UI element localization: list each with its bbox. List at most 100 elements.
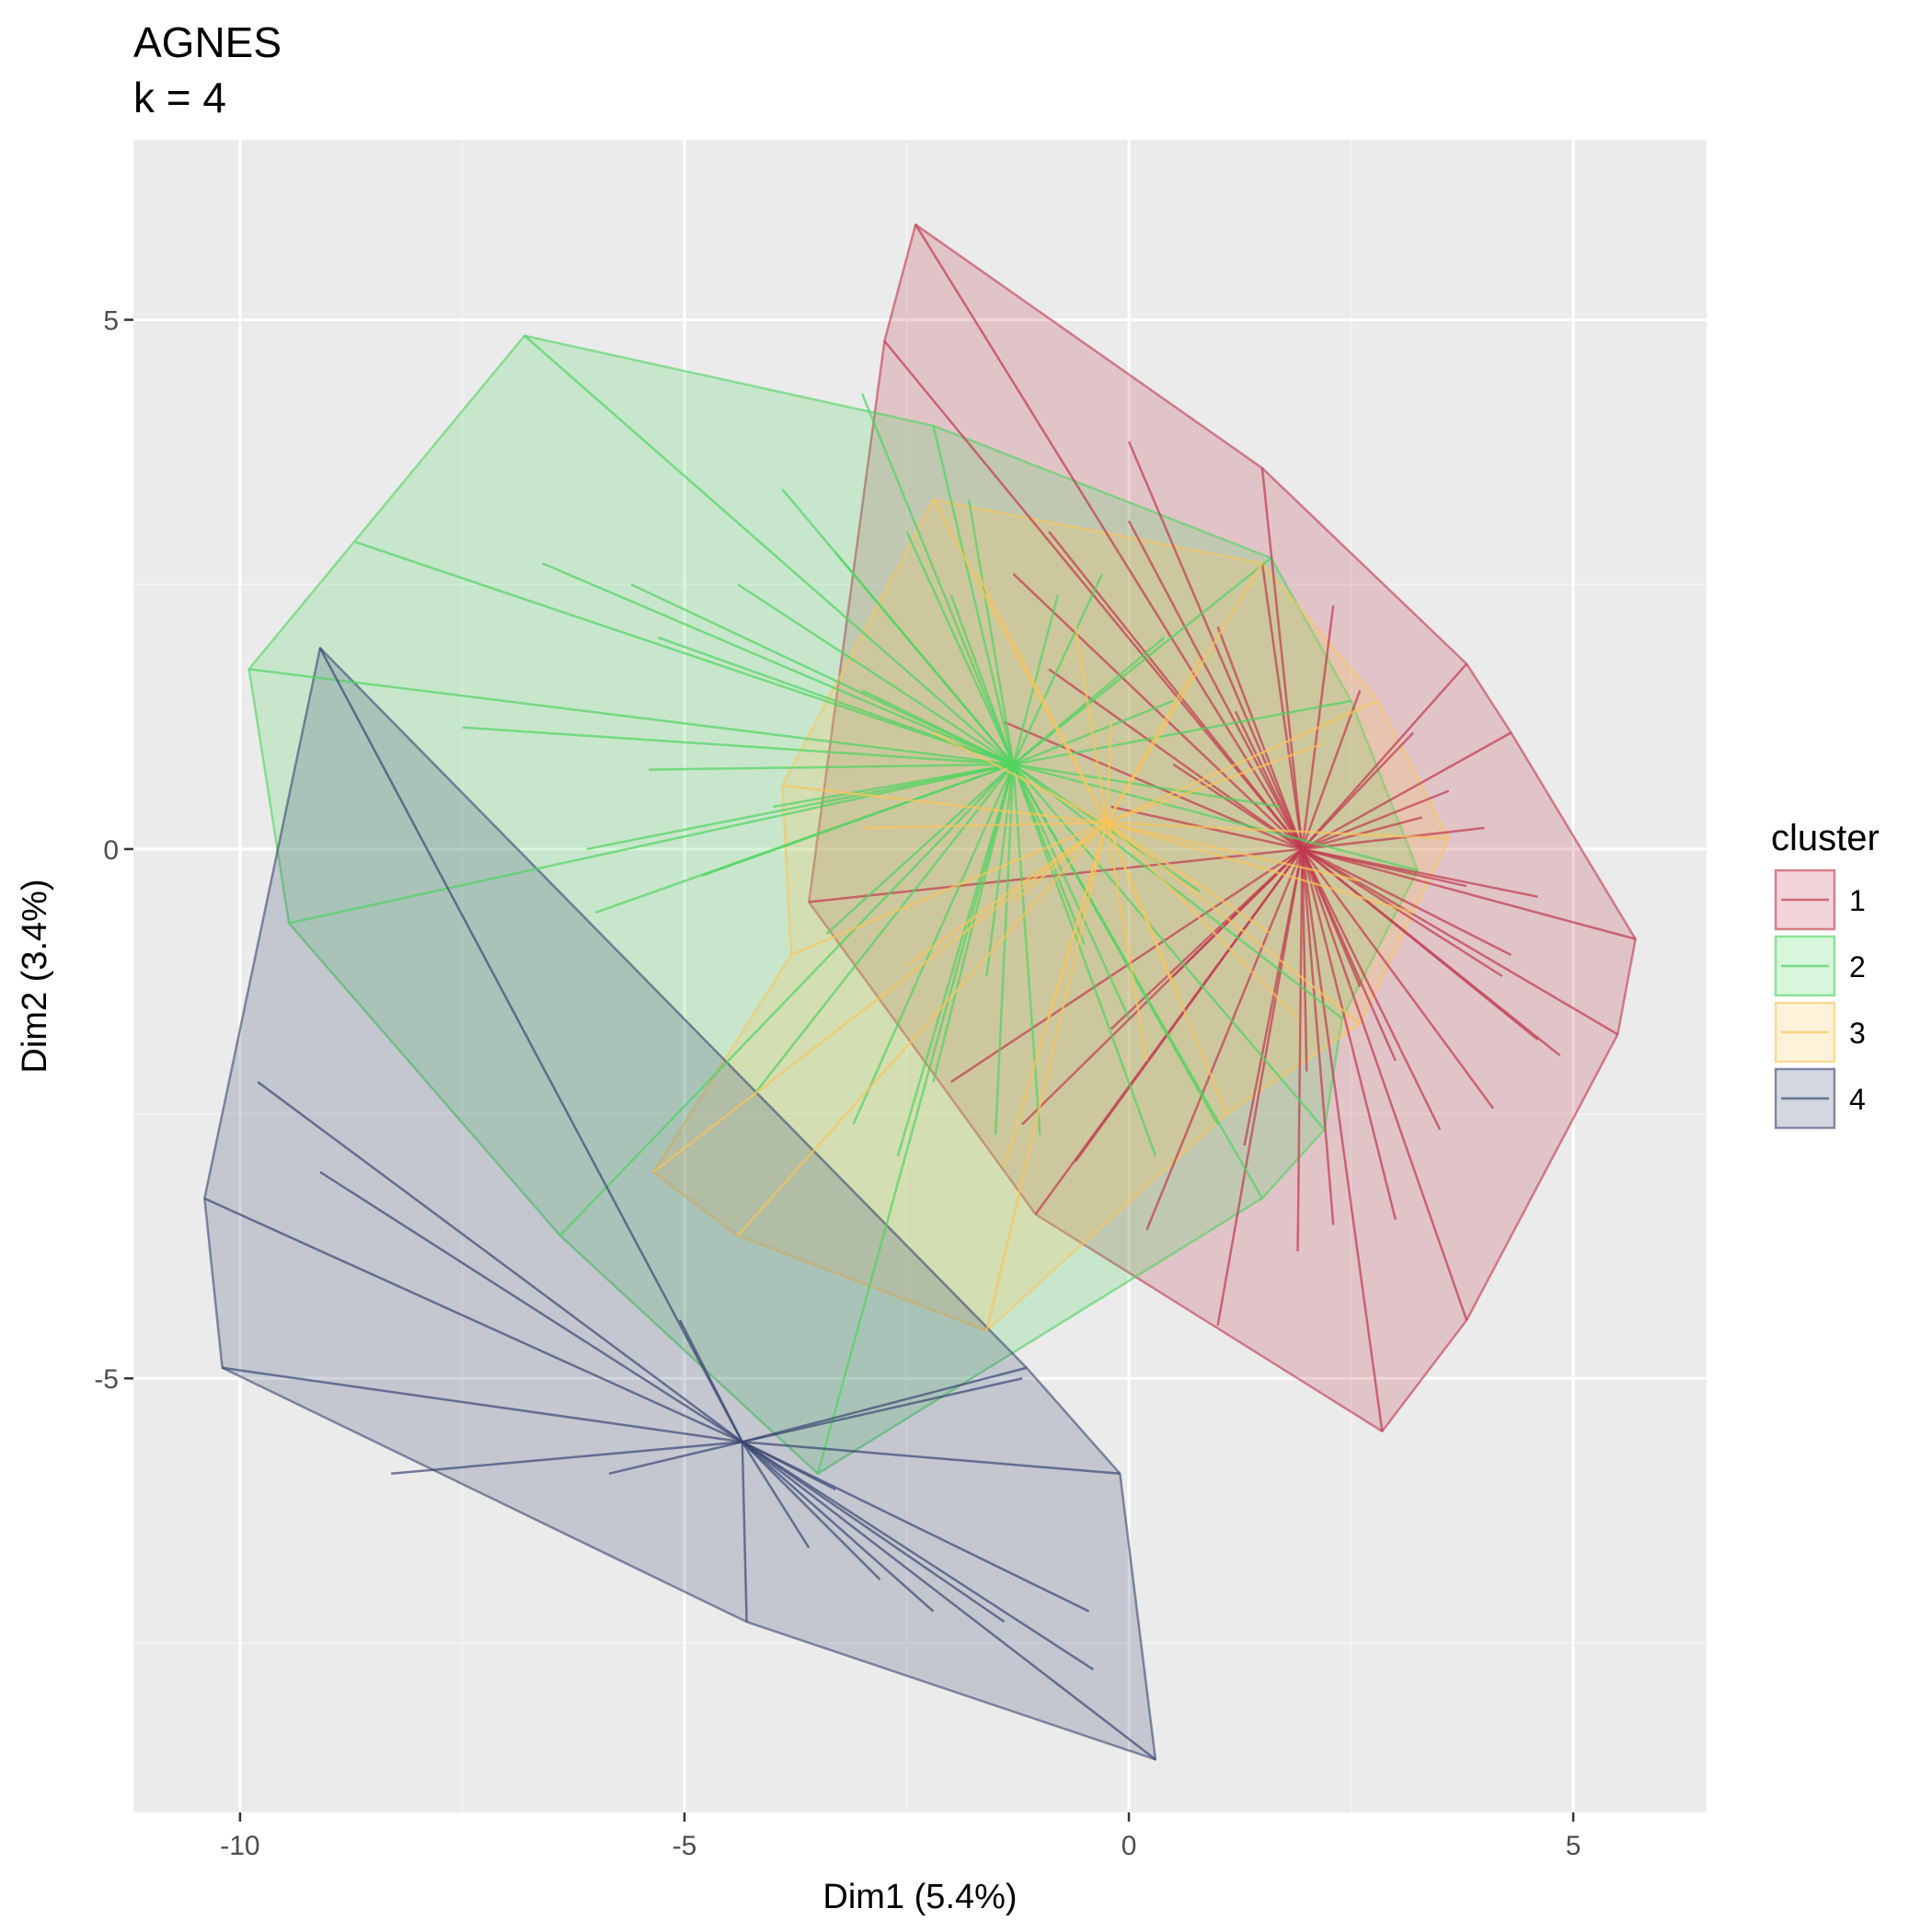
legend-label-2: 2 [1849,950,1866,983]
cluster-3-spoke [737,822,1108,1236]
y-tick-label: 0 [103,835,119,866]
cluster-4-spoke [742,1441,1090,1613]
cluster-2-spoke [541,562,1014,766]
cluster-1-spoke [1260,563,1304,850]
cluster-4-spoke [742,1366,1028,1443]
cluster-3-spoke [1003,822,1109,1167]
cluster-4-spoke [679,1319,743,1443]
legend-label-4: 4 [1849,1083,1866,1116]
cluster-2-spoke [1012,573,1104,765]
cluster-1-spoke [1301,847,1561,1057]
cluster-4-spoke [319,1170,743,1443]
cluster-3-spoke [1105,721,1112,823]
cluster-1-spoke [1301,848,1384,1432]
cluster-2-spoke [825,763,1015,935]
y-axis-ticks: -5 0 5 [94,306,133,1395]
x-tick-label: 0 [1121,1831,1137,1861]
cluster-1-spoke [1301,731,1415,850]
x-axis-label: Dim1 (5.4%) [822,1878,1017,1916]
cluster-1-spoke [1301,848,1362,987]
cluster-2-spoke [932,764,1015,1083]
cluster-1-spoke [914,224,1304,850]
cluster-4-spoke [391,1441,742,1476]
cluster-4-spoke [742,1377,1023,1443]
y-axis-label: Dim2 (3.4%) [16,879,54,1073]
x-axis-ticks: -10 -5 0 5 [220,1812,1581,1861]
cluster-2-spoke [1012,764,1041,1135]
cluster-1-spoke [1302,847,1637,940]
x-tick-label: 5 [1566,1831,1581,1861]
cluster-1-spoke [1302,816,1423,851]
cluster-2-spoke [737,583,1015,765]
cluster-4-spoke [203,1197,743,1443]
cluster-1-spoke [1301,848,1468,1321]
cluster-2-spoke [1012,764,1157,1157]
cluster-1-spoke [1075,848,1304,1163]
cluster-2-spoke [781,488,1015,765]
cluster-2-spoke [1012,636,1166,765]
cluster-1-spoke [1301,848,1397,1220]
cluster-2-spoke [754,764,1015,1094]
cluster-4-spoke [257,1081,743,1443]
cluster-4-spoke [742,1441,1095,1671]
cluster-4-spoke [741,1441,881,1581]
cluster-1-spoke [1296,848,1304,1252]
cluster-2-spoke [586,763,1014,851]
cluster-3-spoke [1105,822,1299,1019]
cluster-3-spoke [976,573,1108,823]
cluster-2-spoke [1012,763,1343,1020]
cluster-2-spoke [949,594,1015,765]
cluster-1-spoke [1301,689,1362,850]
cluster-3-spoke [985,822,1109,1331]
cluster-1-spoke [1302,847,1467,888]
cluster-1-spoke [1216,848,1304,1326]
cluster-2-spoke [994,764,1015,1135]
cluster-1-spoke [1301,789,1450,851]
cluster-3-spoke [1106,699,1379,824]
cluster-2-spoke [1012,764,1326,1131]
cluster-3-spoke [1106,821,1361,882]
cluster-1-spoke [1302,826,1485,851]
cluster-2-spoke [462,726,1014,766]
cluster-2-spoke [861,689,1014,765]
cluster-1-spoke [1234,710,1304,850]
cluster-2-spoke [649,763,1014,771]
cluster-1-spoke [1127,441,1304,850]
cluster-2-spoke [896,764,1015,1156]
cluster-1-spoke [1048,530,1304,850]
cluster-3-spoke [932,731,1108,824]
cluster-2-spoke [558,764,1015,1236]
cluster-2-spoke [288,763,1014,925]
cluster-1-spoke [809,847,1303,903]
cluster-1-spoke [1301,731,1512,851]
cluster-2-spoke [1013,763,1281,809]
cluster-spokes [203,224,1637,1761]
cluster-3-spoke [1106,742,1326,824]
cluster-1-spoke [1301,848,1335,1225]
chart-title-line-2: k = 4 [133,74,226,121]
cluster-3-spoke [1074,627,1109,823]
cluster-hull-4 [203,647,1157,1761]
cluster-1-spoke [1127,520,1304,850]
cluster-4-spoke [608,1441,743,1476]
cluster-2-spoke [773,763,1014,809]
legend: cluster 1 2 3 4 [1771,818,1880,1130]
y-tick-label: 5 [103,306,119,337]
cluster-3-spoke [1105,658,1202,823]
x-tick-label: -10 [220,1831,259,1861]
cluster-1-spoke [1301,848,1442,1131]
legend-label-3: 3 [1849,1017,1866,1050]
cluster-3-spoke [1105,822,1175,987]
cluster-2-spoke [355,541,1014,766]
cluster-2-spoke [594,763,1014,914]
cluster-4-spoke [741,1442,748,1622]
cluster-2-spoke [1012,764,1131,1019]
cluster-3-spoke [1106,822,1361,1025]
cluster-1-spoke [1301,847,1503,978]
cluster-1-spoke [1145,848,1304,1231]
cluster-3-spoke [1105,562,1264,823]
cluster-2-spoke [1012,594,1059,765]
cluster-3-spoke [790,822,1108,957]
cluster-3-spoke [652,822,1108,1173]
